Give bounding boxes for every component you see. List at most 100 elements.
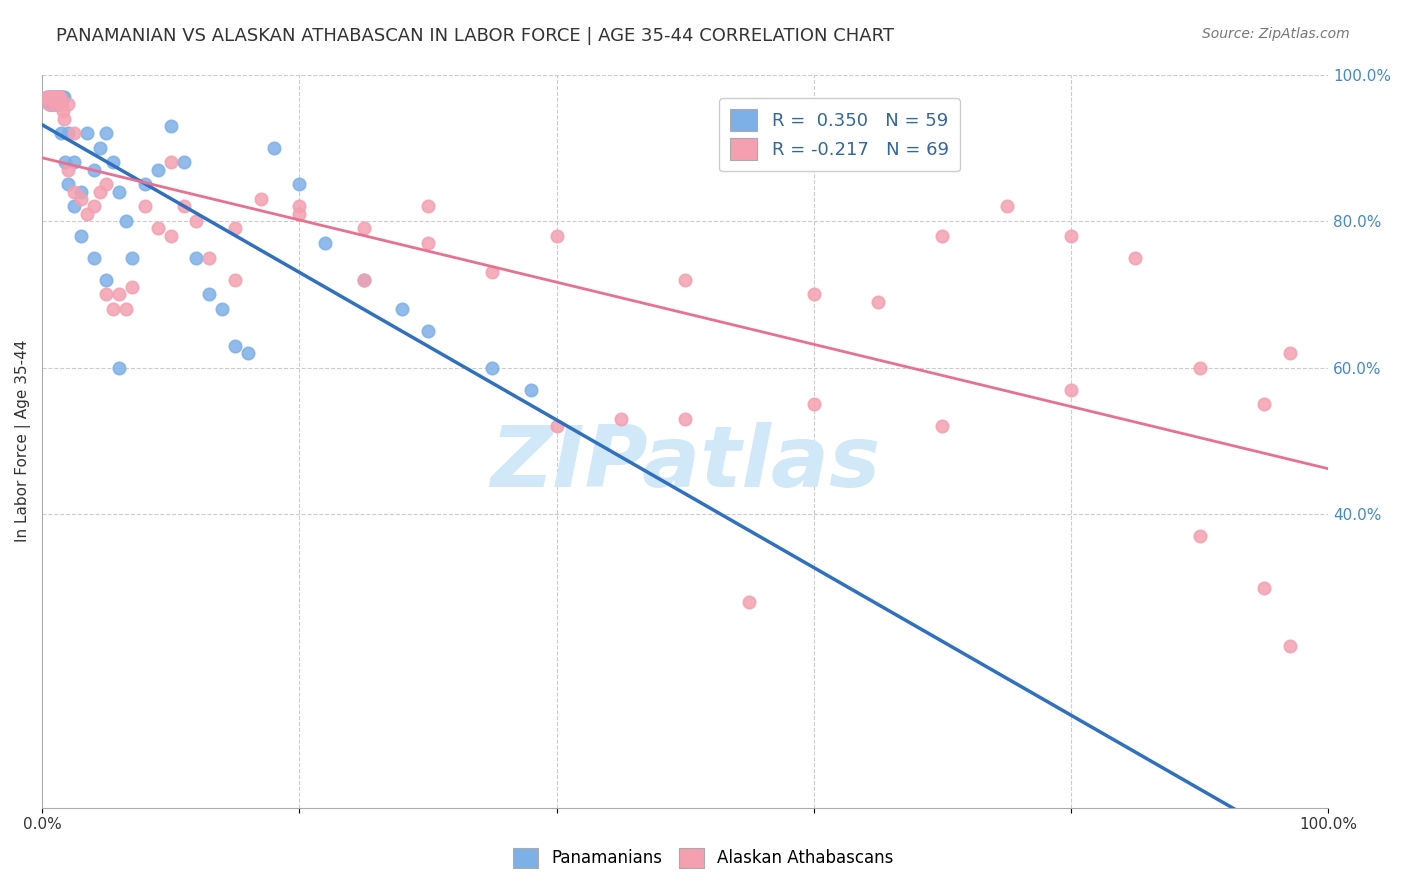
Point <box>45 96 67 111</box>
Point <box>159 119 181 133</box>
Point <box>56 162 79 177</box>
Point <box>481 265 503 279</box>
Point <box>56 96 79 111</box>
Point <box>546 419 568 434</box>
Point <box>41 89 63 103</box>
Point <box>48 89 70 103</box>
Point <box>114 302 136 317</box>
Point <box>51 126 73 140</box>
Point <box>1060 383 1083 397</box>
Point <box>49 89 72 103</box>
Point <box>481 360 503 375</box>
Point <box>1123 251 1146 265</box>
Point <box>1188 360 1211 375</box>
Point <box>1278 346 1301 360</box>
Point <box>134 199 156 213</box>
Point <box>173 155 195 169</box>
Point <box>224 221 246 235</box>
Point <box>53 112 76 126</box>
Point <box>146 221 169 235</box>
Point <box>416 199 439 213</box>
Point <box>83 162 105 177</box>
Point <box>89 141 111 155</box>
Point <box>49 89 72 103</box>
Point <box>186 214 208 228</box>
Point <box>53 89 76 103</box>
Point <box>69 185 91 199</box>
Point <box>1253 397 1275 411</box>
Point <box>37 89 59 103</box>
Point <box>38 89 60 103</box>
Point <box>48 96 70 111</box>
Point <box>391 302 413 317</box>
Point <box>52 104 75 119</box>
Point <box>224 339 246 353</box>
Point <box>51 89 73 103</box>
Point <box>159 155 181 169</box>
Point <box>931 419 953 434</box>
Point <box>738 595 761 609</box>
Point <box>37 89 59 103</box>
Point <box>314 236 336 251</box>
Point <box>46 96 69 111</box>
Point <box>673 412 696 426</box>
Point <box>211 302 233 317</box>
Point <box>236 346 259 360</box>
Point <box>63 185 86 199</box>
Point <box>134 178 156 192</box>
Point <box>96 178 118 192</box>
Point <box>63 199 86 213</box>
Point <box>89 185 111 199</box>
Point <box>96 273 118 287</box>
Point <box>1188 529 1211 543</box>
Point <box>610 412 633 426</box>
Point <box>38 89 60 103</box>
Point <box>108 287 131 301</box>
Point <box>198 251 221 265</box>
Point <box>76 207 98 221</box>
Point <box>42 89 65 103</box>
Point <box>1253 581 1275 595</box>
Point <box>45 89 67 103</box>
Point <box>263 141 285 155</box>
Point <box>546 228 568 243</box>
Point <box>52 89 75 103</box>
Point <box>249 192 271 206</box>
Point <box>159 228 181 243</box>
Point <box>48 89 70 103</box>
Point <box>353 273 375 287</box>
Point <box>101 155 124 169</box>
Text: ZIPatlas: ZIPatlas <box>491 422 880 505</box>
Point <box>39 89 62 103</box>
Point <box>173 199 195 213</box>
Point <box>288 178 311 192</box>
Point <box>46 89 69 103</box>
Point <box>51 96 73 111</box>
Point <box>1278 640 1301 654</box>
Point <box>101 302 124 317</box>
Point <box>931 228 953 243</box>
Point <box>121 251 143 265</box>
Point <box>96 287 118 301</box>
Point <box>353 273 375 287</box>
Point <box>1060 228 1083 243</box>
Point <box>803 287 825 301</box>
Point <box>44 89 66 103</box>
Point <box>416 324 439 338</box>
Point <box>63 126 86 140</box>
Point <box>53 155 76 169</box>
Point <box>520 383 543 397</box>
Point <box>41 96 63 111</box>
Point <box>42 89 65 103</box>
Point <box>38 89 60 103</box>
Point <box>42 96 65 111</box>
Point <box>69 228 91 243</box>
Point <box>288 199 311 213</box>
Point <box>673 273 696 287</box>
Text: PANAMANIAN VS ALASKAN ATHABASCAN IN LABOR FORCE | AGE 35-44 CORRELATION CHART: PANAMANIAN VS ALASKAN ATHABASCAN IN LABO… <box>56 27 894 45</box>
Point <box>41 89 63 103</box>
Point <box>76 126 98 140</box>
Point <box>46 89 69 103</box>
Point <box>416 236 439 251</box>
Point <box>63 155 86 169</box>
